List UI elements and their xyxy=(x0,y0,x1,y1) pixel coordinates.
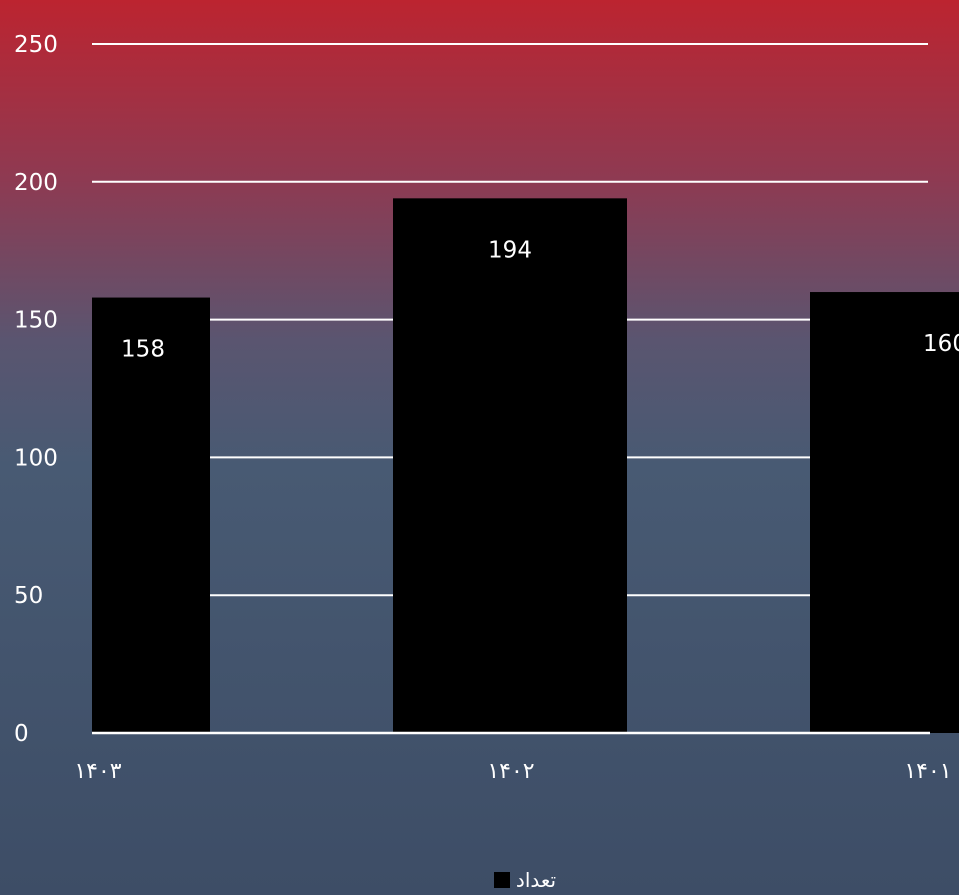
legend-swatch xyxy=(493,872,510,888)
y-axis-ticks: 0 50 100 150 200 250 xyxy=(14,32,58,747)
data-labels: 158 194 160 xyxy=(121,237,959,363)
legend-label: تعداد xyxy=(515,868,557,892)
y-tick-label: 100 xyxy=(14,445,58,471)
x-tick-label: ۱۴۰۲ xyxy=(487,759,534,784)
bar xyxy=(810,292,959,733)
y-tick-label: 0 xyxy=(14,721,29,747)
data-label: 158 xyxy=(121,337,165,363)
x-tick-label: ۱۴۰۱ xyxy=(904,759,951,784)
y-tick-label: 150 xyxy=(14,308,58,334)
y-tick-label: 250 xyxy=(14,32,58,58)
bar xyxy=(92,297,210,733)
data-label: 194 xyxy=(488,237,532,263)
y-tick-label: 50 xyxy=(14,583,43,609)
x-tick-label: ۱۴۰۳ xyxy=(74,759,121,784)
data-label-box xyxy=(898,300,959,347)
bar xyxy=(393,198,627,733)
legend: تعداد xyxy=(0,868,959,892)
data-label: 160 xyxy=(923,331,959,357)
x-axis-ticks: ۱۴۰۳ ۱۴۰۲ ۱۴۰۱ xyxy=(74,759,951,784)
bars xyxy=(92,198,959,733)
y-tick-label: 200 xyxy=(14,170,58,196)
